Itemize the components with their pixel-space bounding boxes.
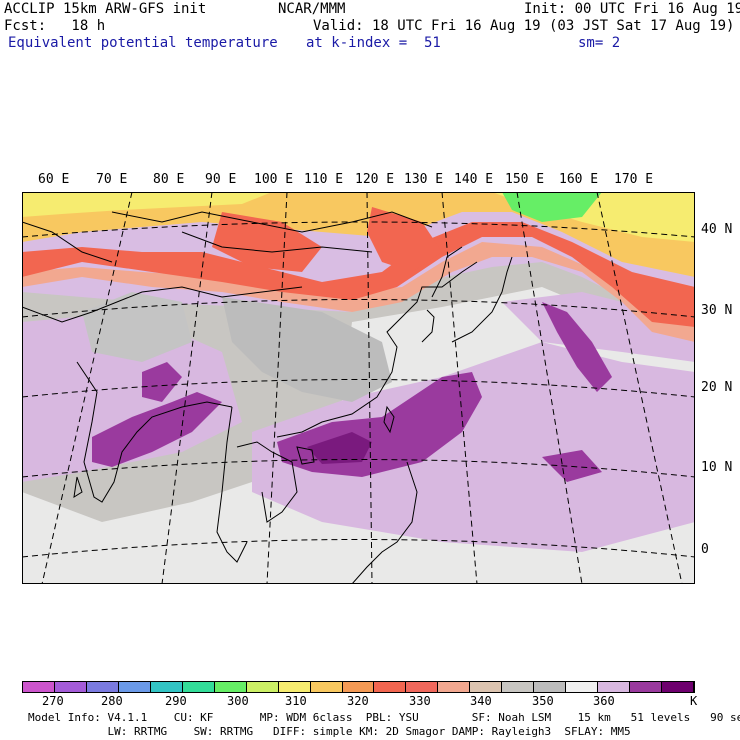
model-info-line1: Model Info: V4.1.1 CU: KF MP: WDM 6class… [28, 711, 740, 724]
colorbar-segment [662, 682, 694, 692]
colorbar-segment [311, 682, 343, 692]
valid-time: Valid: 18 UTC Fri 16 Aug 19 (03 JST Sat … [313, 18, 734, 34]
theta-e-map [22, 192, 695, 584]
lat-label: 40 N [701, 222, 732, 237]
colorbar-segment [119, 682, 151, 692]
lon-label: 140 E [454, 172, 493, 187]
init-time: Init: 00 UTC Fri 16 Aug 19 [524, 1, 740, 17]
colorbar-segment [630, 682, 662, 692]
lat-label: 0 [701, 542, 709, 557]
lat-label: 30 N [701, 303, 732, 318]
colorbar [22, 681, 695, 693]
colorbar-segment [502, 682, 534, 692]
colorbar-tick: 340 [470, 694, 492, 708]
colorbar-segment [215, 682, 247, 692]
field-name: Equivalent potential temperature [8, 35, 278, 51]
lon-label: 60 E [38, 172, 69, 187]
lon-label: 160 E [559, 172, 598, 187]
colorbar-segment [343, 682, 375, 692]
lon-label: 170 E [614, 172, 653, 187]
colorbar-segment [438, 682, 470, 692]
lat-label: 10 N [701, 460, 732, 475]
colorbar-segment [598, 682, 630, 692]
colorbar-segment [247, 682, 279, 692]
model-info-line2: LW: RRTMG SW: RRTMG DIFF: simple KM: 2D … [28, 725, 631, 738]
colorbar-tick: 290 [165, 694, 187, 708]
colorbar-segment [406, 682, 438, 692]
lon-label: 70 E [96, 172, 127, 187]
forecast-hour: Fcst: 18 h [4, 18, 105, 34]
lon-label: 100 E [254, 172, 293, 187]
title-line1-center: NCAR/MMM [278, 1, 345, 17]
colorbar-segment [87, 682, 119, 692]
colorbar-tick: 310 [285, 694, 307, 708]
lon-label: 130 E [404, 172, 443, 187]
colorbar-segment [534, 682, 566, 692]
lon-label: 110 E [304, 172, 343, 187]
colorbar-segment [279, 682, 311, 692]
colorbar-segment [23, 682, 55, 692]
colorbar-segment [55, 682, 87, 692]
smoothing: sm= 2 [578, 35, 620, 51]
colorbar-segment [183, 682, 215, 692]
colorbar-tick: 330 [409, 694, 431, 708]
colorbar-tick: 360 [593, 694, 615, 708]
lon-label: 150 E [505, 172, 544, 187]
title-line1-left: ACCLIP 15km ARW-GFS init [4, 1, 206, 17]
colorbar-tick: 270 [42, 694, 64, 708]
k-index: at k-index = 51 [306, 35, 441, 51]
colorbar-segment [470, 682, 502, 692]
colorbar-segment [151, 682, 183, 692]
lon-label: 120 E [355, 172, 394, 187]
colorbar-segment [374, 682, 406, 692]
colorbar-unit: K [690, 694, 697, 708]
lat-label: 20 N [701, 380, 732, 395]
colorbar-tick: 280 [101, 694, 123, 708]
colorbar-tick: 320 [347, 694, 369, 708]
colorbar-segment [566, 682, 598, 692]
colorbar-tick: 350 [532, 694, 554, 708]
lon-label: 80 E [153, 172, 184, 187]
lon-label: 90 E [205, 172, 236, 187]
colorbar-tick: 300 [227, 694, 249, 708]
